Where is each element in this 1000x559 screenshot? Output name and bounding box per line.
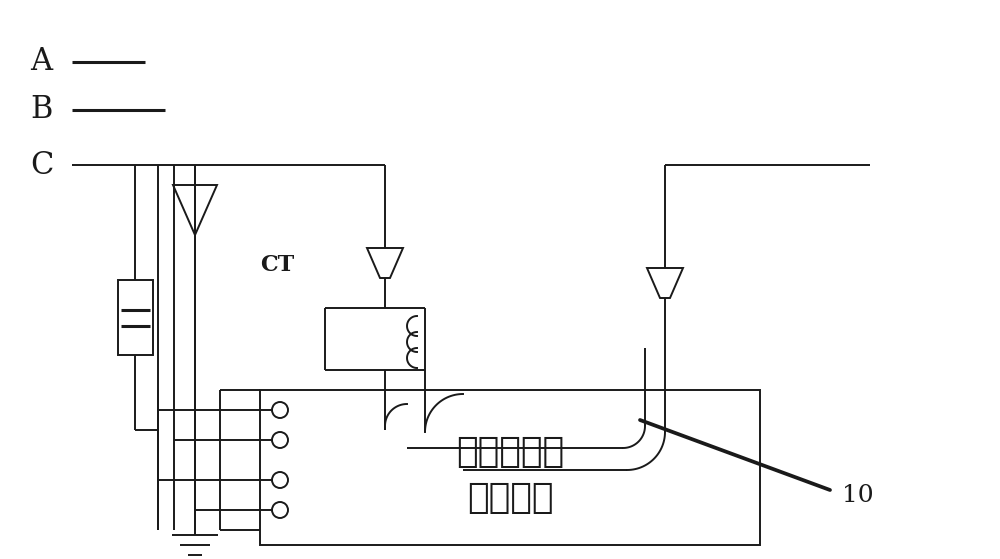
Text: B: B (30, 94, 52, 126)
Text: A: A (30, 46, 52, 78)
Text: 在线损耗因: 在线损耗因 (456, 435, 564, 470)
Text: 10: 10 (842, 484, 874, 506)
Polygon shape (647, 268, 683, 298)
Text: CT: CT (260, 254, 294, 276)
FancyBboxPatch shape (118, 280, 153, 355)
Text: C: C (30, 149, 53, 181)
Polygon shape (367, 248, 403, 278)
Text: 数测量器: 数测量器 (467, 481, 553, 514)
FancyBboxPatch shape (260, 390, 760, 545)
